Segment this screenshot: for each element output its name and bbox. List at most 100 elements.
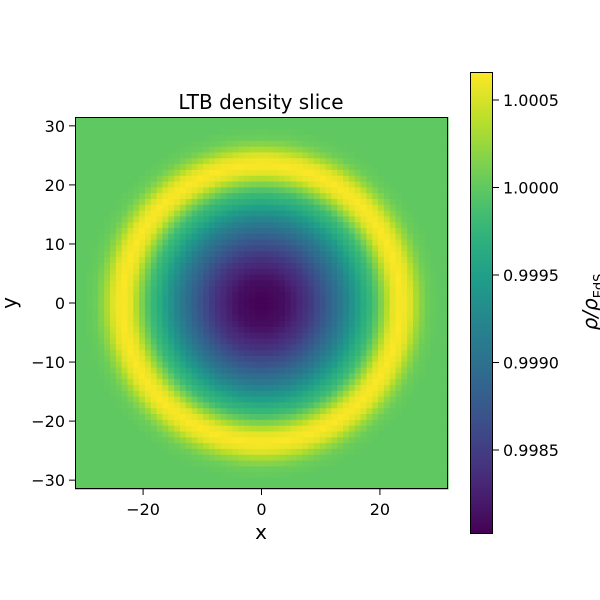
heatmap-cell xyxy=(372,192,379,199)
heatmap-cell xyxy=(121,454,129,461)
heatmap-cell xyxy=(273,117,280,124)
heatmap-cell xyxy=(430,303,437,310)
heatmap-cell xyxy=(220,169,228,176)
heatmap-cell xyxy=(366,471,373,478)
heatmap-cell xyxy=(273,471,280,478)
heatmap-cell xyxy=(104,436,111,444)
heatmap-cell xyxy=(109,233,117,240)
heatmap-cell xyxy=(366,349,373,356)
heatmap-cell xyxy=(109,157,117,165)
heatmap-cell xyxy=(174,262,181,269)
heatmap-cell xyxy=(98,186,105,194)
heatmap-cell xyxy=(378,436,385,444)
heatmap-cell xyxy=(424,140,432,147)
heatmap-cell xyxy=(92,279,99,287)
heatmap-cell xyxy=(104,140,111,147)
heatmap-cell xyxy=(197,244,204,252)
heatmap-cell xyxy=(430,407,437,415)
heatmap-cell xyxy=(290,210,298,217)
heatmap-cell xyxy=(313,204,321,211)
heatmap-cell xyxy=(383,477,391,484)
heatmap-cell xyxy=(185,157,193,165)
heatmap-cell xyxy=(313,186,321,194)
heatmap-cell xyxy=(436,163,443,170)
heatmap-cell xyxy=(401,128,408,136)
heatmap-cell xyxy=(308,349,315,356)
heatmap-cell xyxy=(174,366,181,374)
heatmap-cell xyxy=(133,122,140,130)
heatmap-cell xyxy=(191,436,198,444)
heatmap-cell xyxy=(372,297,379,304)
heatmap-cell xyxy=(325,396,333,403)
heatmap-cell xyxy=(378,215,385,223)
heatmap-cell xyxy=(442,320,449,327)
heatmap-cell xyxy=(121,239,129,246)
heatmap-cell xyxy=(92,297,99,304)
heatmap-cell xyxy=(255,483,263,490)
heatmap-cell xyxy=(220,413,228,420)
heatmap-cell xyxy=(232,396,239,403)
heatmap-cell xyxy=(395,396,402,403)
heatmap-cell xyxy=(284,256,292,263)
heatmap-cell xyxy=(203,134,210,141)
heatmap-cell xyxy=(430,337,437,345)
heatmap-cell xyxy=(121,198,129,205)
heatmap-cell xyxy=(343,349,350,356)
heatmap-cell xyxy=(139,239,146,246)
colorbar-tick-label: 1.0000 xyxy=(503,179,559,198)
heatmap-cell xyxy=(86,297,94,304)
heatmap-cell xyxy=(144,483,152,490)
heatmap-cell xyxy=(150,332,158,339)
heatmap-cell xyxy=(179,268,187,275)
heatmap-cell xyxy=(80,140,88,147)
heatmap-cell xyxy=(389,384,397,391)
heatmap-cell xyxy=(261,337,268,345)
heatmap-cell xyxy=(366,361,373,368)
heatmap-cell xyxy=(197,204,204,211)
heatmap-cell xyxy=(80,361,88,368)
heatmap-cell xyxy=(284,291,292,298)
heatmap-cell xyxy=(308,180,315,188)
heatmap-cell xyxy=(109,169,117,176)
heatmap-cell xyxy=(296,355,303,362)
heatmap-cell xyxy=(86,483,94,490)
heatmap-cell xyxy=(401,320,408,327)
heatmap-cell xyxy=(296,291,303,298)
heatmap-cell xyxy=(109,320,117,327)
heatmap-cell xyxy=(191,140,198,147)
heatmap-cell xyxy=(209,343,216,351)
heatmap-cell xyxy=(348,180,356,188)
heatmap-cell xyxy=(144,169,152,176)
heatmap-cell xyxy=(238,372,245,380)
heatmap-cell xyxy=(244,372,251,380)
heatmap-cell xyxy=(331,175,338,182)
heatmap-cell xyxy=(383,332,391,339)
heatmap-cell xyxy=(249,430,257,438)
heatmap-cell xyxy=(255,210,263,217)
heatmap-cell xyxy=(139,343,146,351)
heatmap-cell xyxy=(430,459,437,467)
heatmap-cell xyxy=(244,285,251,292)
heatmap-cell xyxy=(220,227,228,234)
heatmap-cell xyxy=(319,204,327,211)
heatmap-cell xyxy=(389,157,397,165)
heatmap-cell xyxy=(162,180,169,188)
heatmap-cell xyxy=(209,459,216,467)
heatmap-cell xyxy=(209,273,216,281)
heatmap-cell xyxy=(185,175,193,182)
heatmap-cell xyxy=(407,372,414,380)
heatmap-cell xyxy=(98,372,105,380)
heatmap-cell xyxy=(162,378,169,385)
heatmap-cell xyxy=(185,477,193,484)
heatmap-cell xyxy=(226,279,233,287)
heatmap-cell xyxy=(430,273,437,281)
heatmap-cell xyxy=(302,390,309,397)
heatmap-cell xyxy=(290,366,298,374)
heatmap-cell xyxy=(197,378,204,385)
heatmap-cell xyxy=(372,471,379,478)
heatmap-cell xyxy=(214,425,222,432)
heatmap-cell xyxy=(232,204,239,211)
heatmap-cell xyxy=(162,471,169,478)
heatmap-cell xyxy=(98,285,105,292)
colorbar xyxy=(470,72,493,534)
